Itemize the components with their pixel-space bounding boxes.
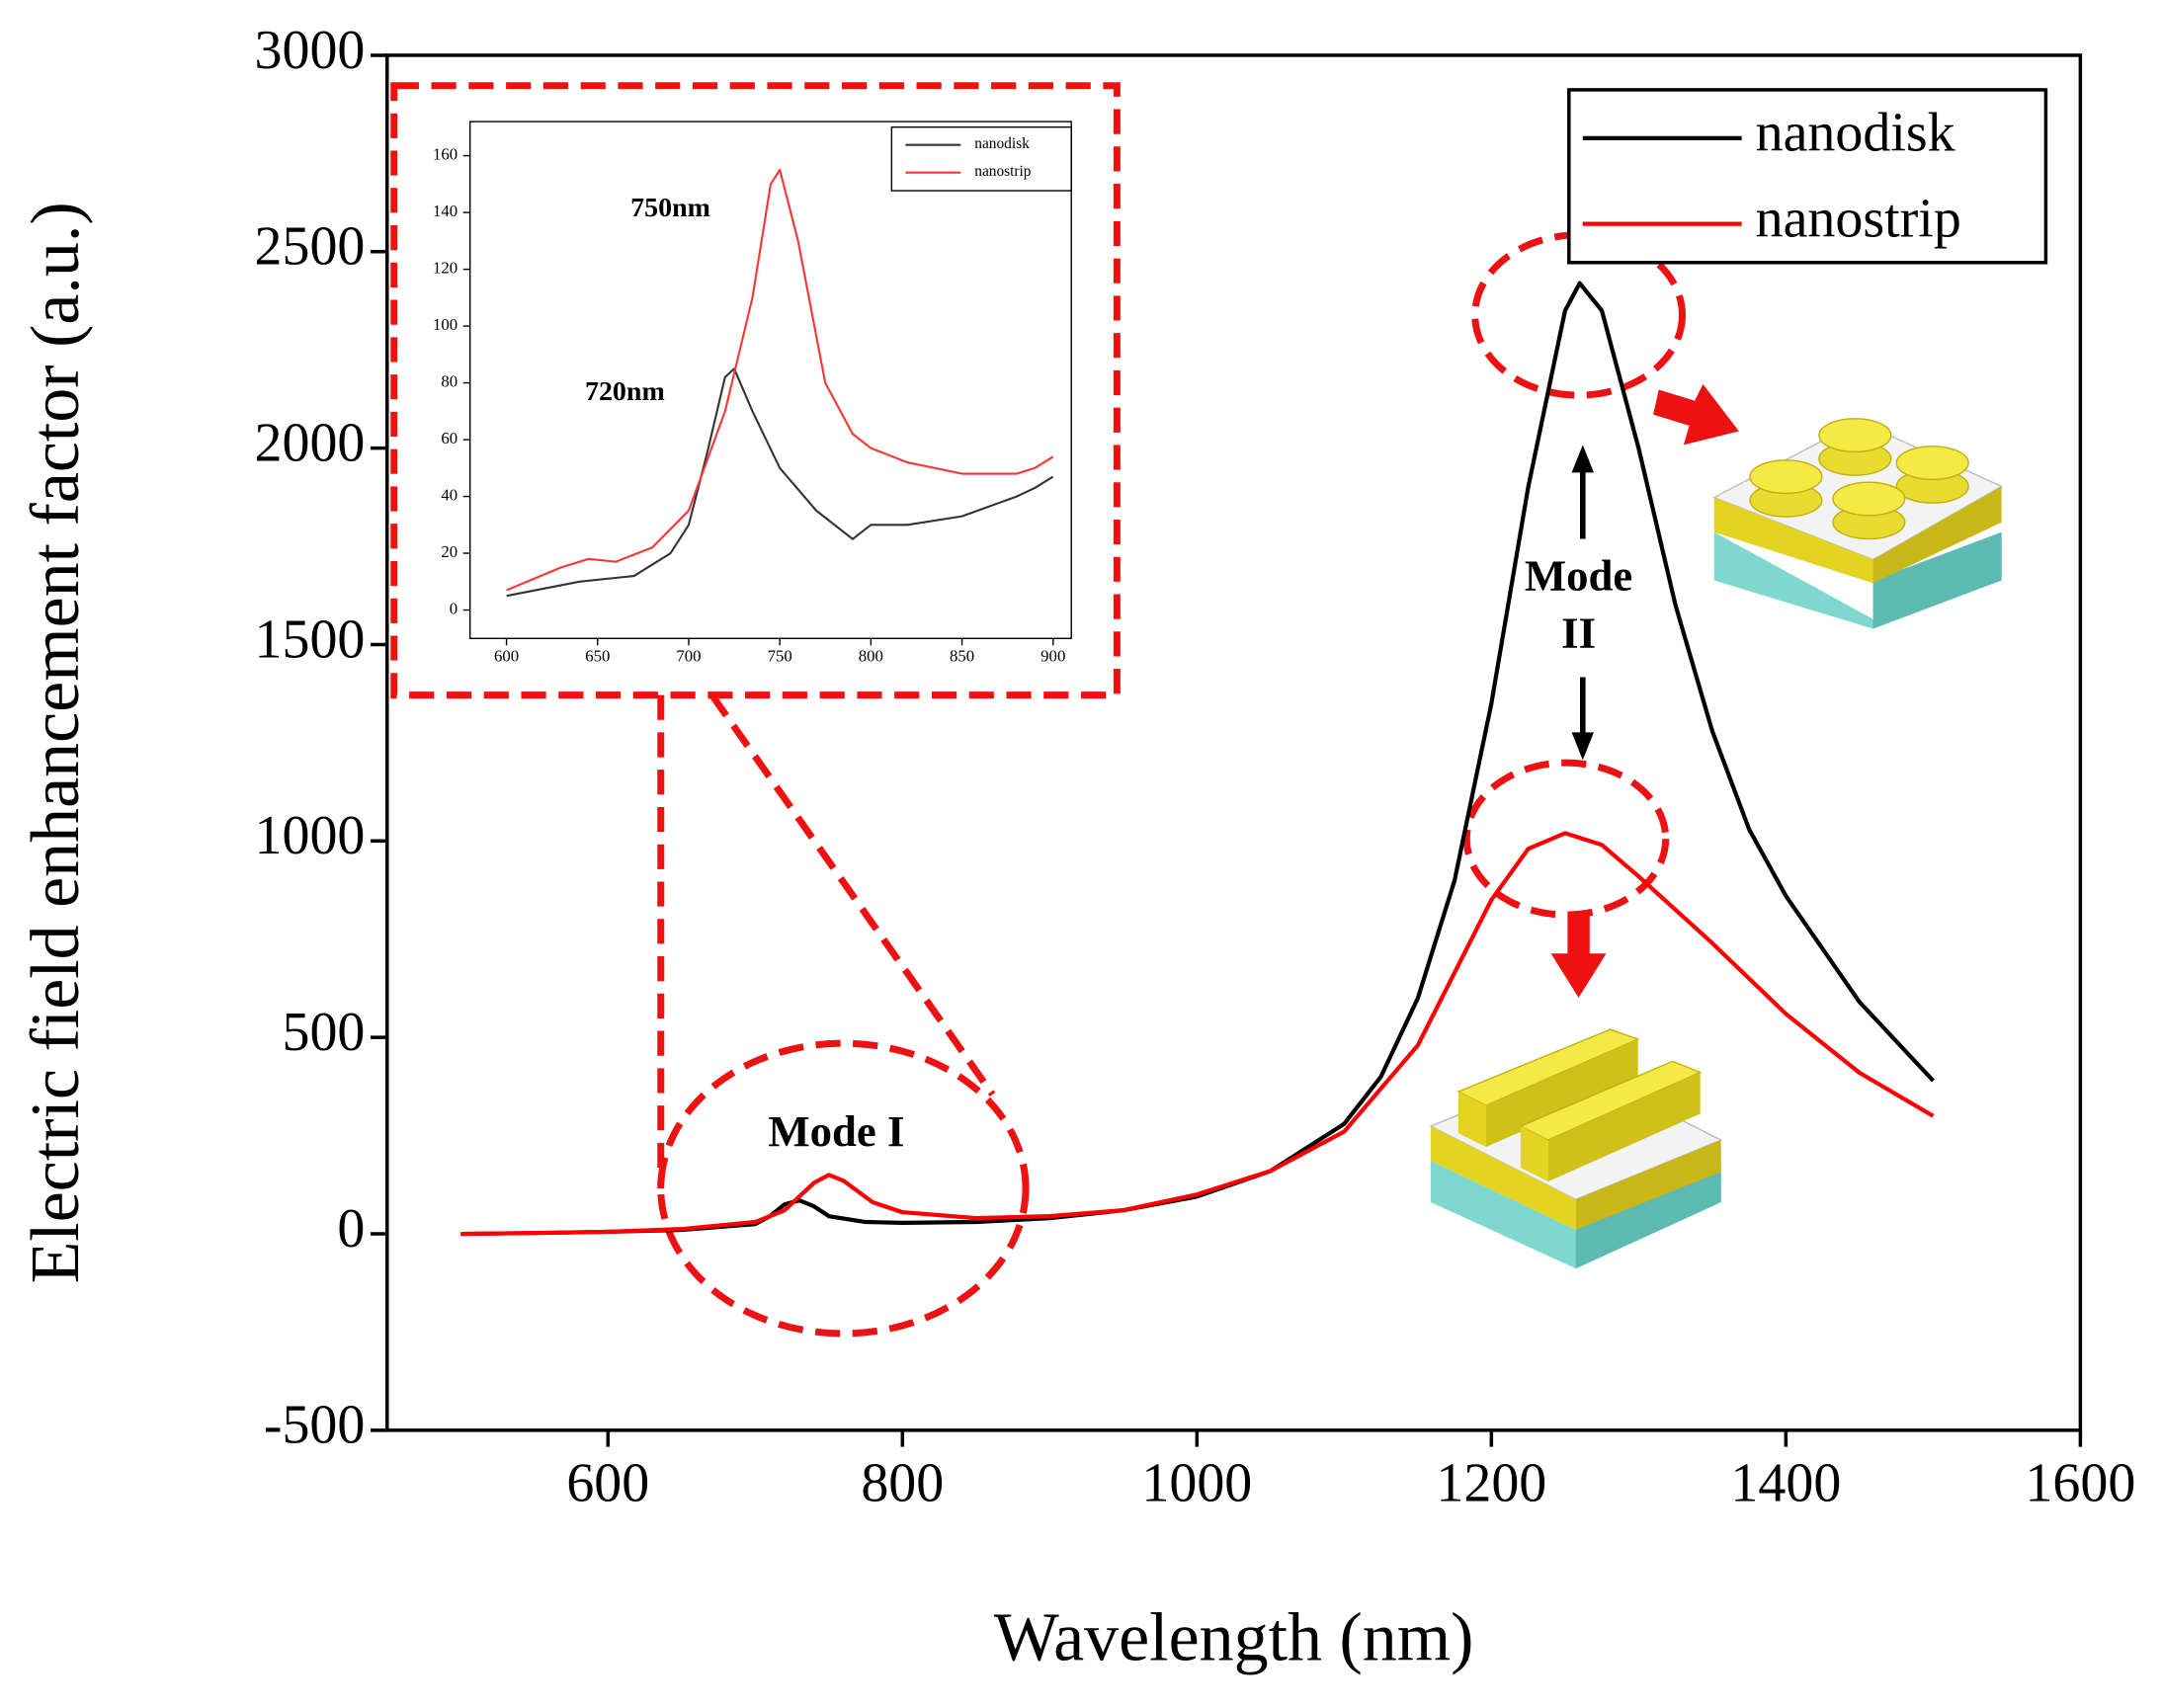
mode-ellipse [657,1039,1030,1338]
y-tick-label: 0 [450,599,457,617]
mode-ellipse [1462,759,1670,919]
arrow-head [1571,445,1594,473]
x-tick-label: 800 [861,1452,944,1513]
legend-label: nanostrip [1756,188,1961,249]
y-tick-label: 120 [433,258,457,277]
decorations [390,82,1687,1338]
y-axis-label: Electric field enhancement factor (a.u.) [18,202,94,1283]
legend-box [890,125,1072,192]
y-tick-label: 2000 [255,412,366,473]
x-tick-label: 750 [768,647,792,666]
x-tick-label: 900 [1040,647,1065,666]
x-tick-label: 1000 [1141,1452,1252,1513]
series-line [506,168,1054,592]
series-line [460,831,1935,1237]
x-tick-label: 1400 [1730,1452,1841,1513]
annotation: Mode II [1525,551,1632,658]
x-tick-label: 600 [566,1452,649,1513]
y-tick-label: 20 [441,542,457,561]
x-tick-label: 1600 [2025,1452,2135,1513]
inset-frame [390,82,1121,699]
x-tick-label: 700 [676,647,701,666]
plot-frame [469,121,1072,639]
y-tick-label: 3000 [255,20,366,81]
zoom-line [708,692,996,1097]
y-tick-label: 80 [441,371,457,390]
x-axis-label: Wavelength (nm) [994,1600,1474,1676]
arrow-head [1571,732,1594,761]
y-tick-label: 1000 [255,805,366,866]
annotation: Mode I [768,1106,904,1156]
legend-label: nanodisk [974,135,1030,152]
legend-label: nanodisk [1756,103,1955,164]
y-tick-label: 140 [433,202,457,220]
nanodisk-model [1711,418,2004,629]
nanostrip-model [1429,1028,1723,1269]
y-tick-label: 160 [433,144,457,163]
y-tick-label: 60 [441,429,457,447]
y-tick-label: -500 [264,1395,366,1456]
x-tick-label: 850 [950,647,974,666]
annotation: 720nm [585,376,665,407]
annotation: 750nm [630,193,710,223]
x-tick-label: 600 [494,647,519,666]
y-tick-label: 40 [441,485,457,504]
block-arrow [1653,383,1739,446]
series-line [506,367,1054,598]
plot-frame [385,53,2083,1432]
y-tick-label: 500 [282,1002,365,1063]
y-tick-label: 100 [433,315,457,334]
y-tick-label: 2500 [255,216,366,278]
legend-box [1567,88,2048,265]
x-tick-label: 650 [585,647,610,666]
block-arrow [1550,912,1607,998]
y-tick-label: 0 [337,1198,365,1260]
x-tick-label: 800 [859,647,883,666]
x-tick-label: 1200 [1436,1452,1546,1513]
legend-label: nanostrip [974,163,1032,180]
y-tick-label: 1500 [255,609,366,670]
